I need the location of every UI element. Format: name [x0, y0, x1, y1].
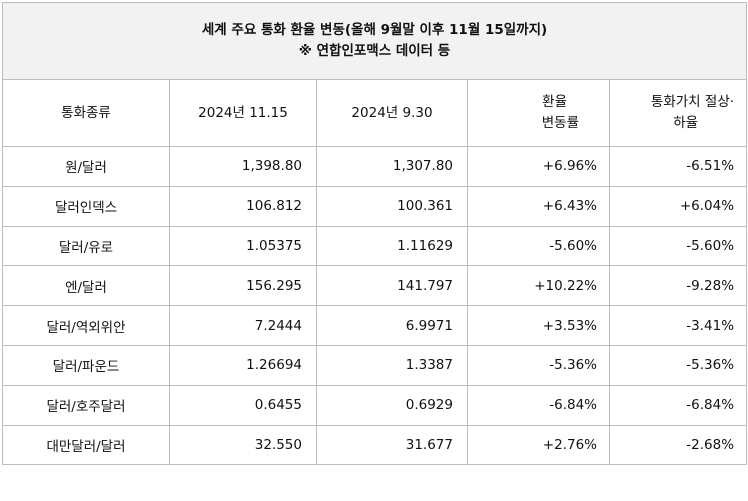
- table-row: 달러/역외위안 7.2444 6.9971 +3.53% -3.41%: [2, 305, 748, 346]
- rate-nov-15: 32.550: [169, 424, 317, 466]
- value-change: -6.51%: [608, 146, 748, 187]
- rate-nov-15: 1.05375: [169, 225, 317, 267]
- rate-sep-30: 141.797: [316, 265, 468, 307]
- header-date-1: 2024년 11.15: [169, 79, 317, 147]
- value-change: -6.84%: [608, 384, 748, 426]
- currency-name: 원/달러: [2, 146, 170, 187]
- currency-name: 달러/파운드: [2, 344, 170, 386]
- currency-name: 달러/역외위안: [2, 305, 170, 346]
- exchange-rate-table: 세계 주요 통화 환율 변동(올해 9월말 이후 11월 15일까지) ※ 연합…: [1, 2, 748, 466]
- change-rate: -5.36%: [467, 344, 610, 386]
- rate-nov-15: 1,398.80: [169, 146, 317, 187]
- header-value-change: 통화가치 절상· 하율: [608, 79, 748, 147]
- change-rate: -6.84%: [467, 384, 610, 426]
- value-change: -5.36%: [608, 344, 748, 386]
- currency-name: 대만달러/달러: [2, 424, 170, 466]
- change-rate: +6.96%: [467, 146, 610, 187]
- currency-name: 달러/호주달러: [2, 384, 170, 426]
- table-row: 달러/호주달러 0.6455 0.6929 -6.84% -6.84%: [2, 384, 748, 426]
- title-line-1: 세계 주요 통화 환율 변동(올해 9월말 이후 11월 15일까지): [201, 22, 548, 38]
- rate-sep-30: 1.3387: [316, 344, 468, 386]
- header-currency-type: 통화종류: [2, 79, 170, 147]
- currency-name: 엔/달러: [2, 265, 170, 307]
- header-change-rate: 환율 변동률: [467, 79, 610, 147]
- value-change: -5.60%: [608, 225, 748, 267]
- rate-sep-30: 31.677: [316, 424, 468, 466]
- rate-sep-30: 1.11629: [316, 225, 468, 267]
- rate-sep-30: 6.9971: [316, 305, 468, 346]
- title-row: 세계 주요 통화 환율 변동(올해 9월말 이후 11월 15일까지) ※ 연합…: [1, 2, 748, 80]
- header-change-rate-line-2: 변동률: [541, 115, 579, 131]
- rate-nov-15: 1.26694: [169, 344, 317, 386]
- currency-name: 달러/유로: [2, 225, 170, 267]
- value-change: -2.68%: [608, 424, 748, 466]
- header-value-change-line-2: 하율: [673, 115, 699, 131]
- header-value-change-line-1: 통화가치 절상·: [650, 94, 735, 110]
- table-title: 세계 주요 통화 환율 변동(올해 9월말 이후 11월 15일까지) ※ 연합…: [1, 2, 748, 80]
- change-rate: -5.60%: [467, 225, 610, 267]
- change-rate: +10.22%: [467, 265, 610, 307]
- rate-nov-15: 156.295: [169, 265, 317, 307]
- header-date-2: 2024년 9.30: [316, 79, 468, 147]
- table-row: 엔/달러 156.295 141.797 +10.22% -9.28%: [2, 265, 748, 307]
- rate-sep-30: 100.361: [316, 185, 468, 227]
- value-change: -9.28%: [608, 265, 748, 307]
- header-change-rate-line-1: 환율: [542, 94, 567, 110]
- rate-nov-15: 106.812: [169, 185, 317, 227]
- change-rate: +2.76%: [467, 424, 610, 466]
- table-row: 달러/파운드 1.26694 1.3387 -5.36% -5.36%: [2, 344, 748, 386]
- change-rate: +6.43%: [467, 185, 610, 227]
- rate-nov-15: 7.2444: [169, 305, 317, 346]
- table-row: 원/달러 1,398.80 1,307.80 +6.96% -6.51%: [2, 146, 748, 187]
- table-row: 달러/유로 1.05375 1.11629 -5.60% -5.60%: [2, 225, 748, 267]
- table-body: 원/달러 1,398.80 1,307.80 +6.96% -6.51% 달러인…: [2, 146, 748, 466]
- table-row: 대만달러/달러 32.550 31.677 +2.76% -2.68%: [2, 424, 748, 466]
- header-row: 통화종류 2024년 11.15 2024년 9.30 환율 변동률 통화가치 …: [2, 79, 748, 147]
- table-row: 달러인덱스 106.812 100.361 +6.43% +6.04%: [2, 185, 748, 227]
- rate-nov-15: 0.6455: [169, 384, 317, 426]
- change-rate: +3.53%: [467, 305, 610, 346]
- value-change: +6.04%: [608, 185, 748, 227]
- rate-sep-30: 1,307.80: [316, 146, 468, 187]
- rate-sep-30: 0.6929: [316, 384, 468, 426]
- value-change: -3.41%: [608, 305, 748, 346]
- title-line-2: ※ 연합인포맥스 데이터 등: [298, 43, 451, 59]
- currency-name: 달러인덱스: [2, 185, 170, 227]
